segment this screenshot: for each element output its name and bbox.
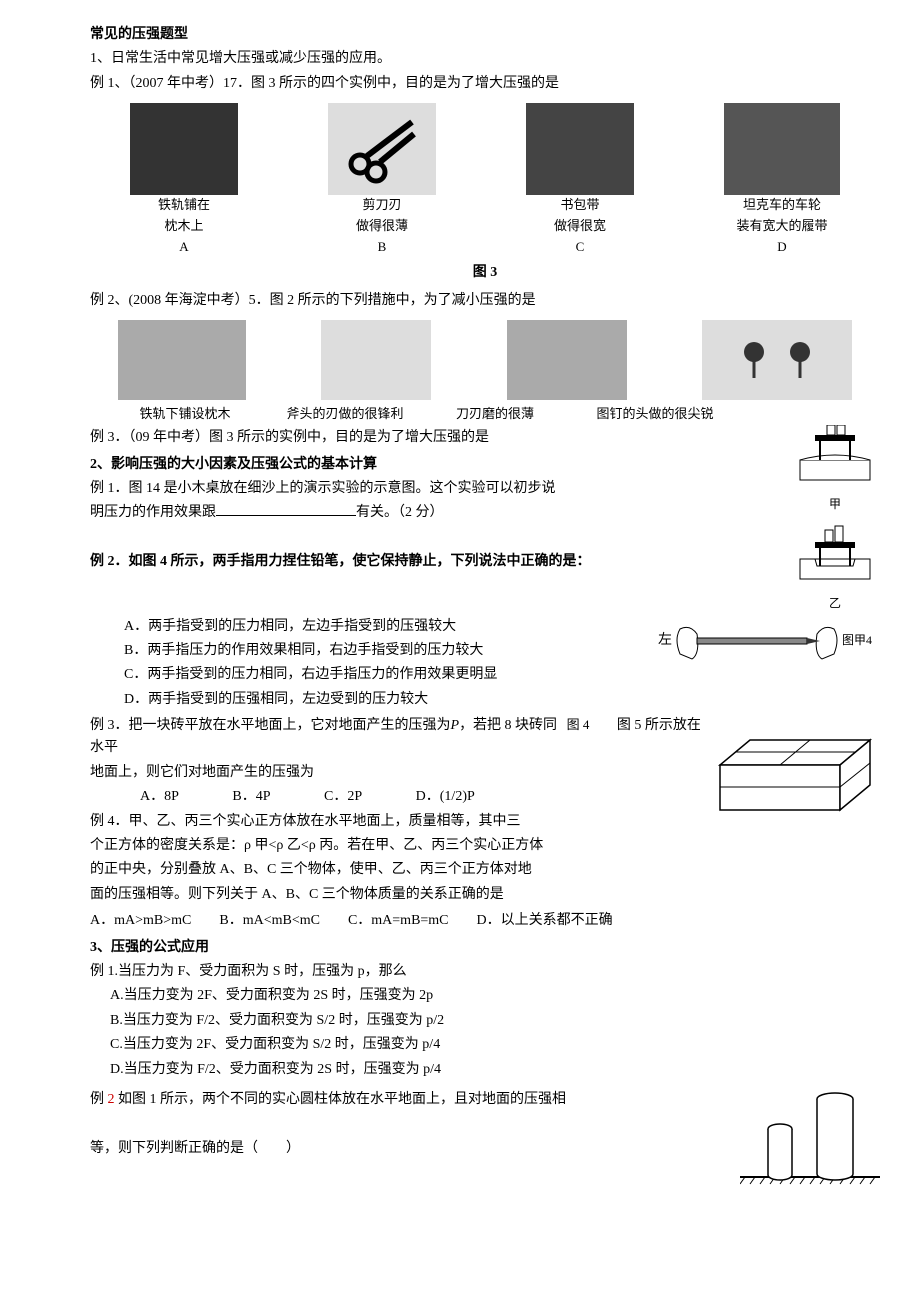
sec2-ex4-l1: 例 4．甲、乙、丙三个实心正方体放在水平地面上，质量相等，其中三 <box>90 811 702 833</box>
ex1-b-cap1: 剪刀刃 <box>362 195 401 216</box>
sec2-ex4-l2: 个正方体的密度关系是：ρ 甲<ρ 乙<ρ 丙。若在甲、乙、丙三个实心正方体 <box>90 835 702 857</box>
sand-table-bottom-diagram <box>795 524 875 584</box>
italic-p: P <box>451 718 460 733</box>
section2-heading: 2、影响压强的大小因素及压强公式的基本计算 <box>90 454 782 476</box>
pencil-hands-icon <box>672 614 842 669</box>
sec2-ex3-line2: 地面上，则它们对地面产生的压强为 <box>90 762 702 784</box>
sec2-ex2-a: A．两手指受到的压力相同，左边手指受到的压强较大 <box>90 616 642 638</box>
ex1-item-d: 坦克车的车轮 装有宽大的履带 D <box>724 103 840 257</box>
ex2-item-4 <box>702 320 852 400</box>
sec2-ex3-opts: A．8P B．4P C．2P D．(1/2)P <box>90 786 702 808</box>
ex2-figure-row <box>90 320 880 400</box>
ex2-cap-1: 铁轨下铺设枕木 <box>110 404 260 425</box>
ex2-item-1 <box>118 320 246 400</box>
ex2-cap-4: 图钉的头做的很尖锐 <box>570 404 740 425</box>
sec2-ex2-b: B．两手指压力的作用效果相同，右边手指受到的压力较大 <box>90 640 642 662</box>
sec3-ex1-c: C.当压力变为 2F、受力面积变为 S/2 时，压强变为 p/4 <box>90 1034 880 1056</box>
red-number: 2 <box>108 1092 115 1107</box>
ex1-c-cap2: 做得很宽 <box>554 216 606 237</box>
sec2-ex2-block: A．两手指受到的压力相同，左边手指受到的压强较大 B．两手指压力的作用效果相同，… <box>90 614 880 714</box>
blank-input[interactable] <box>216 502 356 516</box>
fig4-label: 图 4 <box>567 717 590 732</box>
ex1-b-label: B <box>378 237 387 258</box>
sec2-ex2-c: C．两手指受到的压力相同，右边手指压力的作用效果更明显 <box>90 664 642 686</box>
fig14-bot-label: 乙 <box>829 594 841 613</box>
sec2-ex1-line1: 例 1．图 14 是小木桌放在细沙上的演示实验的示意图。这个实验可以初步说 <box>90 478 782 500</box>
rails-sleepers-image <box>118 320 246 400</box>
sand-table-top-diagram <box>795 425 875 485</box>
sec2-ex2-d: D．两手指受到的压强相同，左边受到的压力较大 <box>90 689 642 711</box>
ex1-a-label: A <box>179 237 188 258</box>
backpack-image <box>526 103 634 195</box>
ex3-and-sec2-block: 例 3．（09 年中考）图 3 所示的实例中，目的是为了增大压强的是 2、影响压… <box>90 425 880 613</box>
axe-image <box>321 320 431 400</box>
ex1-d-cap1: 坦克车的车轮 <box>743 195 821 216</box>
sec2-ex1-post: 有关。（2 分） <box>356 505 444 520</box>
ex1-fig-label: 图 3 <box>90 262 880 284</box>
tack-icon <box>739 340 769 380</box>
tack-icon <box>785 340 815 380</box>
scissors-icon <box>342 114 422 184</box>
ex1-a-cap1: 铁轨铺在 <box>158 195 210 216</box>
thumbtack-image <box>702 320 852 400</box>
ex1-item-b: 剪刀刃 做得很薄 B <box>328 103 436 257</box>
sec2-ex1-line2: 明压力的作用效果跟 有关。（2 分） <box>90 502 782 524</box>
sec2-ex4-opts: A．mA>mB>mC B．mA<mB<mC C．mA=mB=mC D．以上关系都… <box>90 910 880 932</box>
pencil-fig-label-inline: 图甲4 <box>842 631 872 650</box>
scissors-image <box>328 103 436 195</box>
sec2-ex3-block: 例 3．把一块砖平放在水平地面上，它对地面产生的压强为P，若把 8 块砖同 图 … <box>90 713 880 908</box>
sec3-ex1-a: A.当压力变为 2F、受力面积变为 2S 时，压强变为 2p <box>90 985 880 1007</box>
ex2-cap-3: 刀刃磨的很薄 <box>430 404 560 425</box>
ex2-item-2 <box>321 320 431 400</box>
ex1-item-a: 铁轨铺在 枕木上 A <box>130 103 238 257</box>
section1-heading: 1、日常生活中常见增大压强或减少压强的应用。 <box>90 48 880 70</box>
tank-image <box>724 103 840 195</box>
sec3-ex2-line1: 例 2 如图 1 所示，两个不同的实心圆柱体放在水平地面上，且对地面的压强相 <box>90 1089 732 1111</box>
ex3-stem: 例 3．（09 年中考）图 3 所示的实例中，目的是为了增大压强的是 <box>90 427 782 449</box>
fig14-top-label: 甲 <box>829 495 841 514</box>
sec3-ex1-d: D.当压力变为 F/2、受力面积变为 2S 时，压强变为 p/4 <box>90 1059 880 1081</box>
cylinders-diagram <box>740 1087 880 1187</box>
sec3-ex1-b: B.当压力变为 F/2、受力面积变为 S/2 时，压强变为 p/2 <box>90 1010 880 1032</box>
ex1-c-label: C <box>576 237 585 258</box>
ex2-cap-2: 斧头的刃做的很锋利 <box>270 404 420 425</box>
sec2-ex4-l3: 的正中央，分别叠放 A、B、C 三个物体，使甲、乙、丙三个正方体对地 <box>90 859 702 881</box>
ex1-item-c: 书包带 做得很宽 C <box>526 103 634 257</box>
ex1-figure-row: 铁轨铺在 枕木上 A 剪刀刃 做得很薄 B 书包带 做得很宽 C 坦克车的车轮 … <box>90 103 880 257</box>
rails-image <box>130 103 238 195</box>
ex1-b-cap2: 做得很薄 <box>356 216 408 237</box>
page-title: 常见的压强题型 <box>90 24 880 46</box>
knife-image <box>507 320 627 400</box>
ex1-stem: 例 1、（2007 年中考）17．图 3 所示的四个实例中，目的是为了增大压强的… <box>90 73 880 95</box>
ex2-stem: 例 2、(2008 年海淀中考）5．图 2 所示的下列措施中，为了减小压强的是 <box>90 290 880 312</box>
pencil-figure: 左 图甲4 <box>650 614 880 669</box>
sec2-ex3-line1: 例 3．把一块砖平放在水平地面上，它对地面产生的压强为P，若把 8 块砖同 图 … <box>90 715 702 760</box>
ex1-a-cap2: 枕木上 <box>164 216 203 237</box>
ex2-item-3 <box>507 320 627 400</box>
sec3-ex1-stem: 例 1.当压力为 F、受力面积为 S 时，压强为 p，那么 <box>90 961 880 983</box>
sec2-ex1-pre: 明压力的作用效果跟 <box>90 505 216 520</box>
pencil-left-label: 左 <box>658 630 672 652</box>
sec3-ex2-line2: 等，则下列判断正确的是（ ） <box>90 1138 732 1160</box>
section3-heading: 3、压强的公式应用 <box>90 937 880 959</box>
ex1-d-label: D <box>777 237 786 258</box>
sec2-ex4-l4: 面的压强相等。则下列关于 A、B、C 三个物体质量的关系正确的是 <box>90 884 702 906</box>
sec2-ex2-stem: 例 2．如图 4 所示，两手指用力捏住铅笔，使它保持静止，下列说法中正确的是： <box>90 551 782 573</box>
bricks-3d-diagram <box>710 725 880 825</box>
sec3-ex2-block: 例 2 如图 1 所示，两个不同的实心圆柱体放在水平地面上，且对地面的压强相 等… <box>90 1087 880 1195</box>
ex1-d-cap2: 装有宽大的履带 <box>736 216 827 237</box>
ex1-c-cap1: 书包带 <box>560 195 599 216</box>
